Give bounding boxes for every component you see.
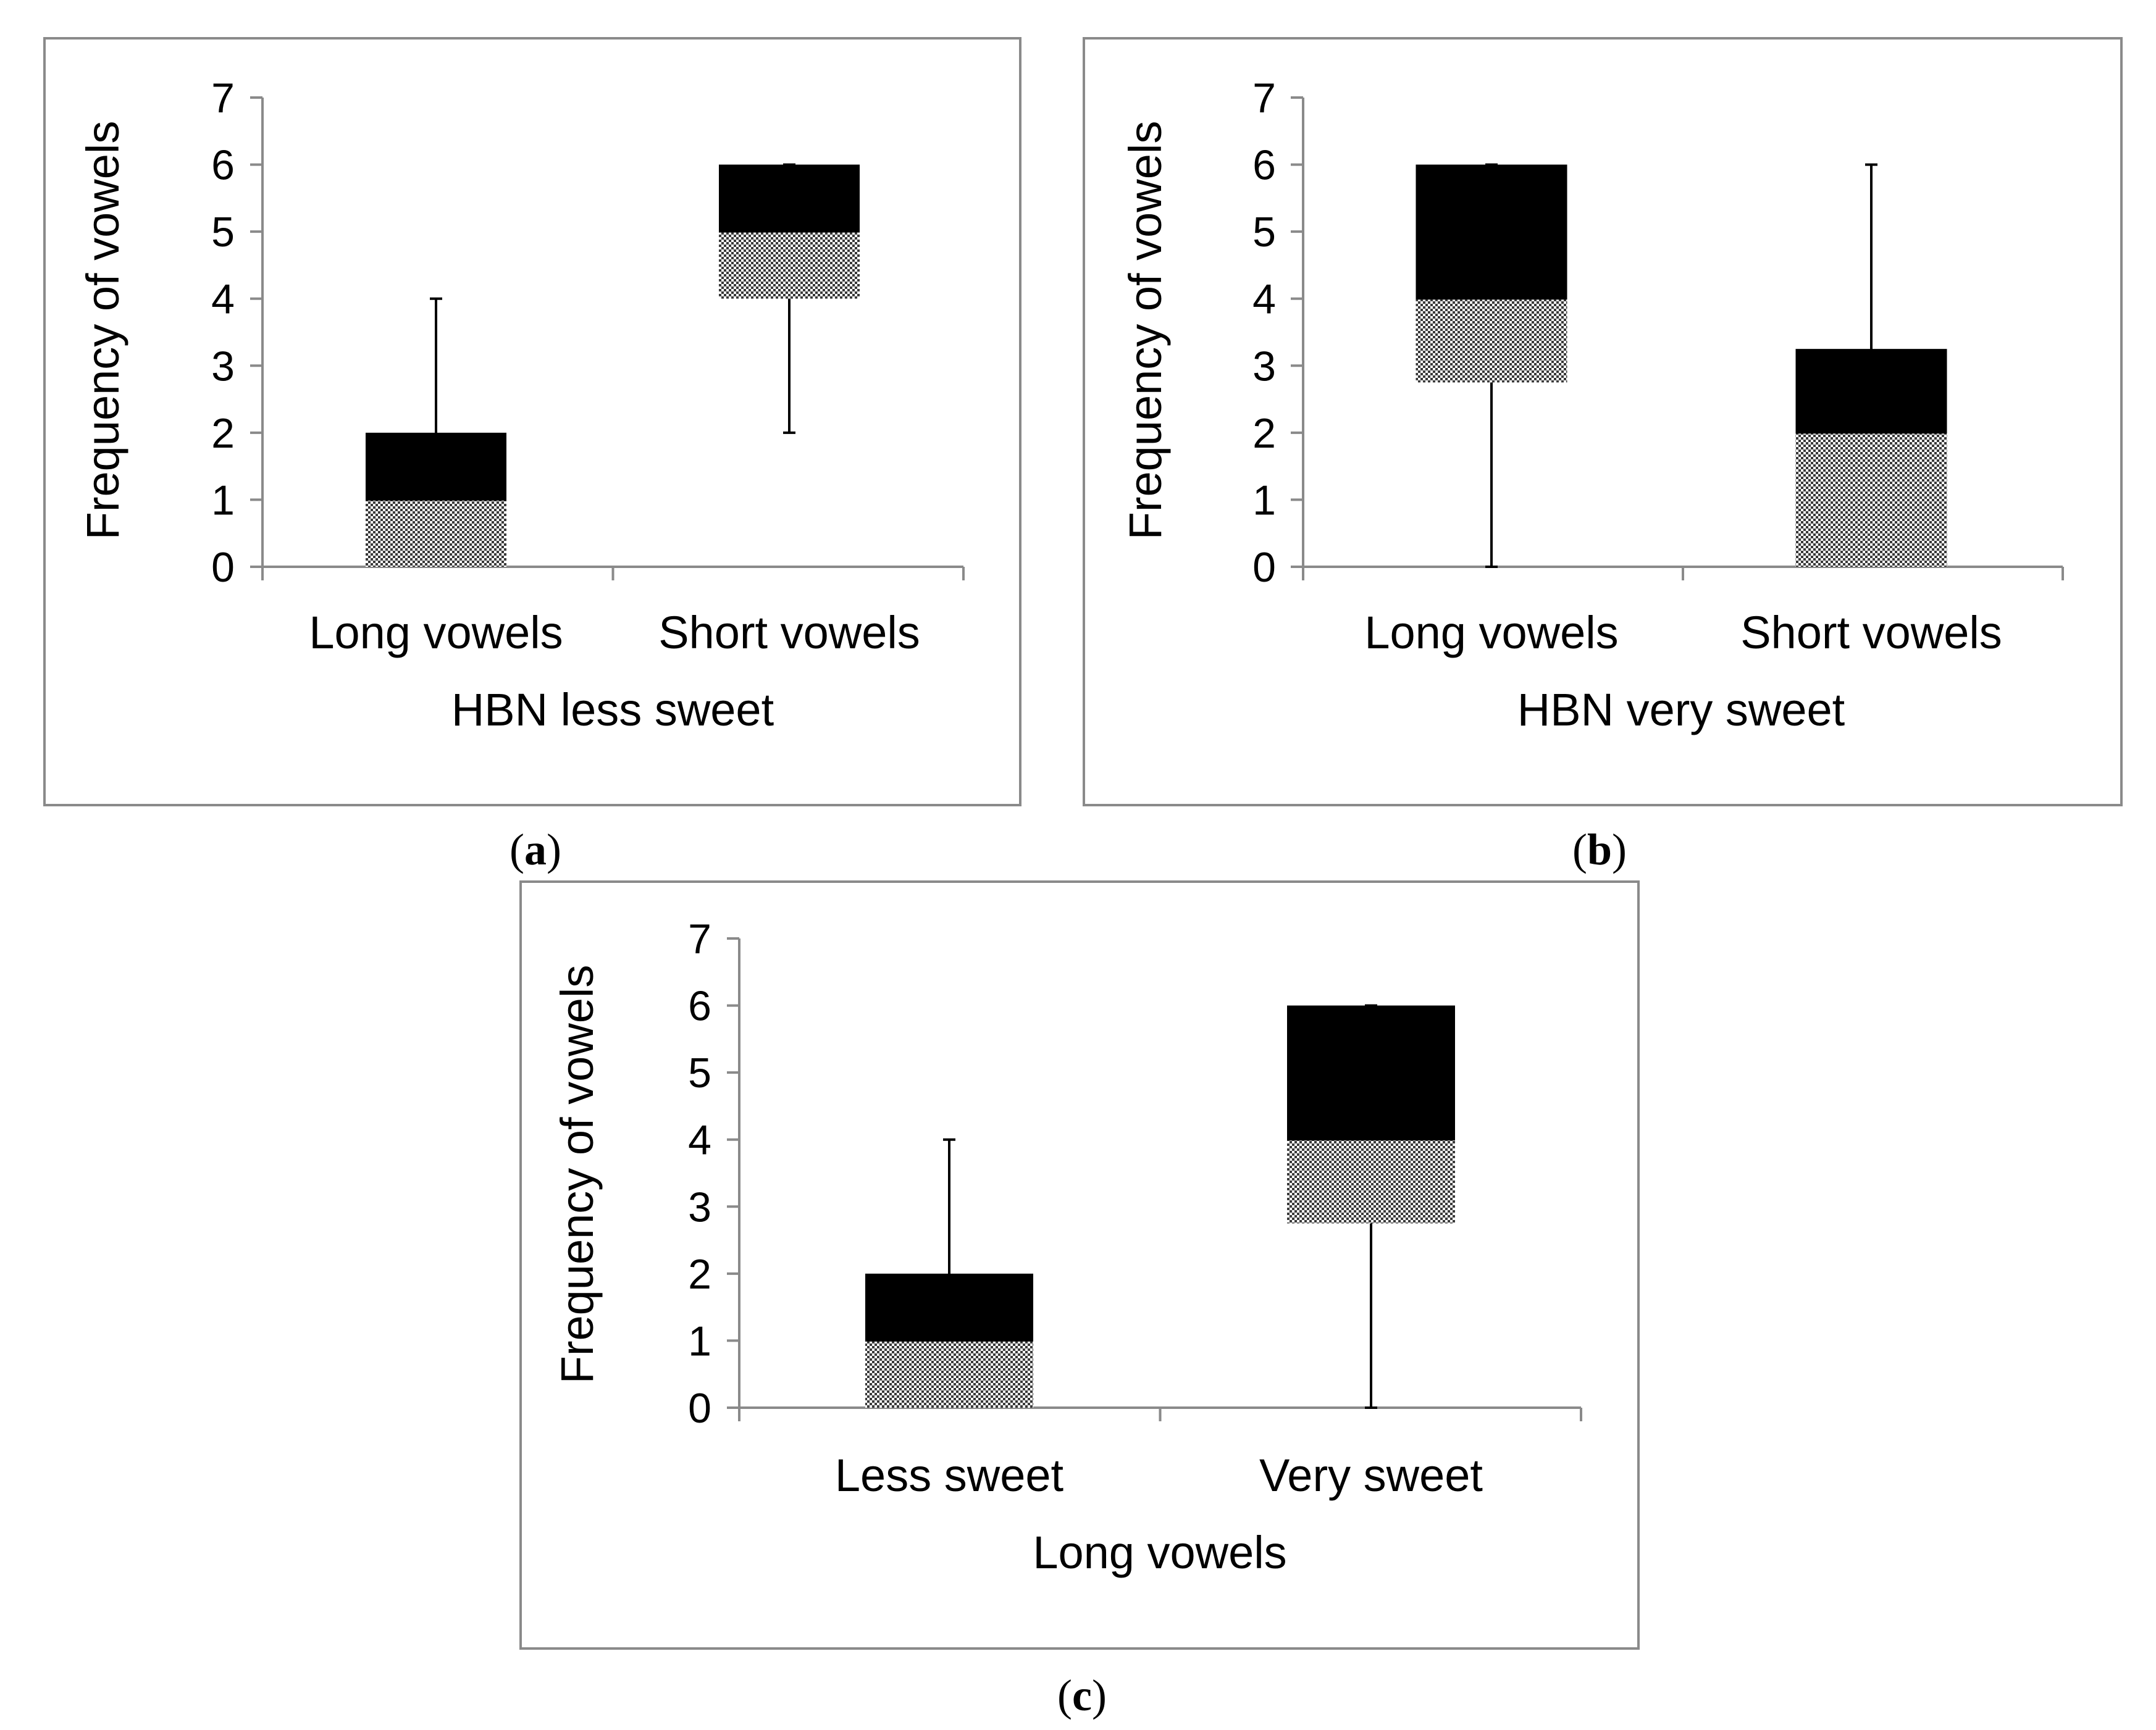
panel-a-y-tick-label-2: 2 bbox=[211, 410, 235, 457]
panel-b-label: (b) bbox=[1572, 825, 1627, 874]
panel-b-frame bbox=[1083, 37, 2123, 806]
panel-c-box-1-upper bbox=[865, 1273, 1033, 1341]
panel-a-box-2-lower bbox=[719, 232, 860, 299]
panel-b-xlabel: HBN very sweet bbox=[1517, 684, 1845, 735]
panel-c-ylabel: Frequency of vowels bbox=[552, 965, 603, 1384]
panel-b-y-tick-label-7: 7 bbox=[1252, 75, 1276, 122]
panel-b-box-2-upper bbox=[1795, 349, 1947, 433]
panel-c-y-tick-label-2: 2 bbox=[688, 1251, 711, 1298]
panel-b-ylabel: Frequency of vowels bbox=[1120, 121, 1171, 540]
panel-b-y-tick-label-4: 4 bbox=[1252, 276, 1276, 323]
panel-b-y-tick-label-2: 2 bbox=[1252, 410, 1276, 457]
panel-a-y-tick-label-7: 7 bbox=[211, 75, 235, 122]
panel-a-cat-2: Short vowels bbox=[658, 607, 920, 658]
panel-c-plot: 0 1 2 3 4 5 6 7 bbox=[688, 916, 1582, 1432]
panel-a: 0 1 2 3 4 5 6 7 Frequency of vowels Long vowels… bbox=[43, 37, 1021, 874]
panel-c-label: (c) bbox=[1057, 1671, 1107, 1720]
panel-b-box-1-upper bbox=[1416, 164, 1567, 299]
panel-a-y-tick-label-4: 4 bbox=[211, 276, 235, 323]
panel-a-y-tick-label-6: 6 bbox=[211, 142, 235, 189]
panel-a-y-tick-label-0: 0 bbox=[211, 544, 235, 591]
panel-c-y-tick-label-3: 3 bbox=[688, 1184, 711, 1231]
panel-b-cat-2: Short vowels bbox=[1740, 607, 2002, 658]
panel-c-y-tick-label-0: 0 bbox=[688, 1385, 711, 1432]
panel-a-box-1-upper bbox=[366, 432, 506, 500]
panel-a-y-tick-label-1: 1 bbox=[211, 477, 235, 524]
panel-b-y-tick-label-5: 5 bbox=[1252, 209, 1276, 256]
panel-c-box-1-lower bbox=[865, 1340, 1033, 1408]
panel-a-y-tick-label-5: 5 bbox=[211, 209, 235, 256]
panel-b-cat-1: Long vowels bbox=[1364, 607, 1618, 658]
panel-c-y-tick-label-1: 1 bbox=[688, 1318, 711, 1364]
panel-c-box-2-upper bbox=[1287, 1005, 1455, 1140]
panel-c-cat-2: Very sweet bbox=[1259, 1450, 1483, 1501]
panel-b-y-tick-label-1: 1 bbox=[1252, 477, 1276, 524]
panel-a-box-2-upper bbox=[719, 164, 860, 232]
panel-a-label: (a) bbox=[510, 825, 561, 874]
panel-b: 0 1 2 3 4 5 6 7 Frequency of vowels Long vowels… bbox=[1083, 37, 2123, 874]
panel-c-xlabel: Long vowels bbox=[1033, 1527, 1286, 1578]
panel-a-ylabel: Frequency of vowels bbox=[77, 121, 128, 540]
panel-b-y-tick-label-3: 3 bbox=[1252, 343, 1276, 390]
panel-a-box-1-lower bbox=[366, 499, 506, 567]
panel-a-cat-1: Long vowels bbox=[309, 607, 563, 658]
panel-b-box-1-lower bbox=[1416, 298, 1567, 383]
panel-c-y-tick-label-7: 7 bbox=[688, 916, 711, 963]
panel-c-box-2-lower bbox=[1287, 1139, 1455, 1224]
panel-b-plot: 0 1 2 3 4 5 6 7 bbox=[1252, 75, 2064, 591]
panel-b-y-tick-label-0: 0 bbox=[1252, 544, 1276, 591]
panel-a-y-tick-label-3: 3 bbox=[211, 343, 235, 390]
panel-a-xlabel: HBN less sweet bbox=[451, 684, 774, 735]
panel-b-box-2-lower bbox=[1795, 432, 1947, 567]
panel-c-y-tick-label-4: 4 bbox=[688, 1117, 711, 1164]
panel-c-y-tick-label-5: 5 bbox=[688, 1050, 711, 1097]
panel-c-y-tick-label-6: 6 bbox=[688, 983, 711, 1030]
panel-c-cat-1: Less sweet bbox=[835, 1450, 1064, 1501]
panel-a-plot: 0 1 2 3 4 5 6 7 bbox=[211, 75, 965, 591]
panel-b-y-tick-label-6: 6 bbox=[1252, 142, 1276, 189]
